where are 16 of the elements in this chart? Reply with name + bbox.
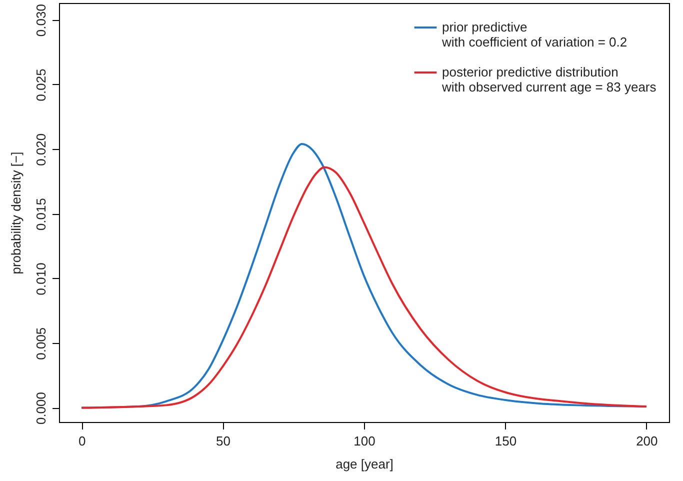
y-tick-label: 0.000 [34, 392, 48, 425]
y-tick-label: 0.020 [34, 133, 48, 166]
x-tick-label: 50 [216, 434, 231, 448]
y-tick-label: 0.025 [34, 68, 48, 102]
y-tick-label: 0.015 [34, 198, 48, 231]
legend-label: prior predictive with coefficient of variation = 0.2 [441, 20, 628, 50]
y-axis-title: probability density [−] [8, 152, 24, 274]
legend-label: posterior predictive distribution with observed current age = 83 years [441, 64, 657, 94]
y-tick-label: 0.005 [34, 327, 48, 360]
y-tick-label: 0.030 [34, 4, 48, 37]
x-axis-title: age [year] [336, 456, 394, 472]
x-tick-label: 200 [636, 434, 658, 448]
x-tick-label: 100 [354, 434, 376, 448]
x-tick-label: 150 [494, 434, 517, 448]
x-tick-label: 0 [78, 434, 86, 448]
y-tick-label: 0.010 [34, 262, 48, 296]
